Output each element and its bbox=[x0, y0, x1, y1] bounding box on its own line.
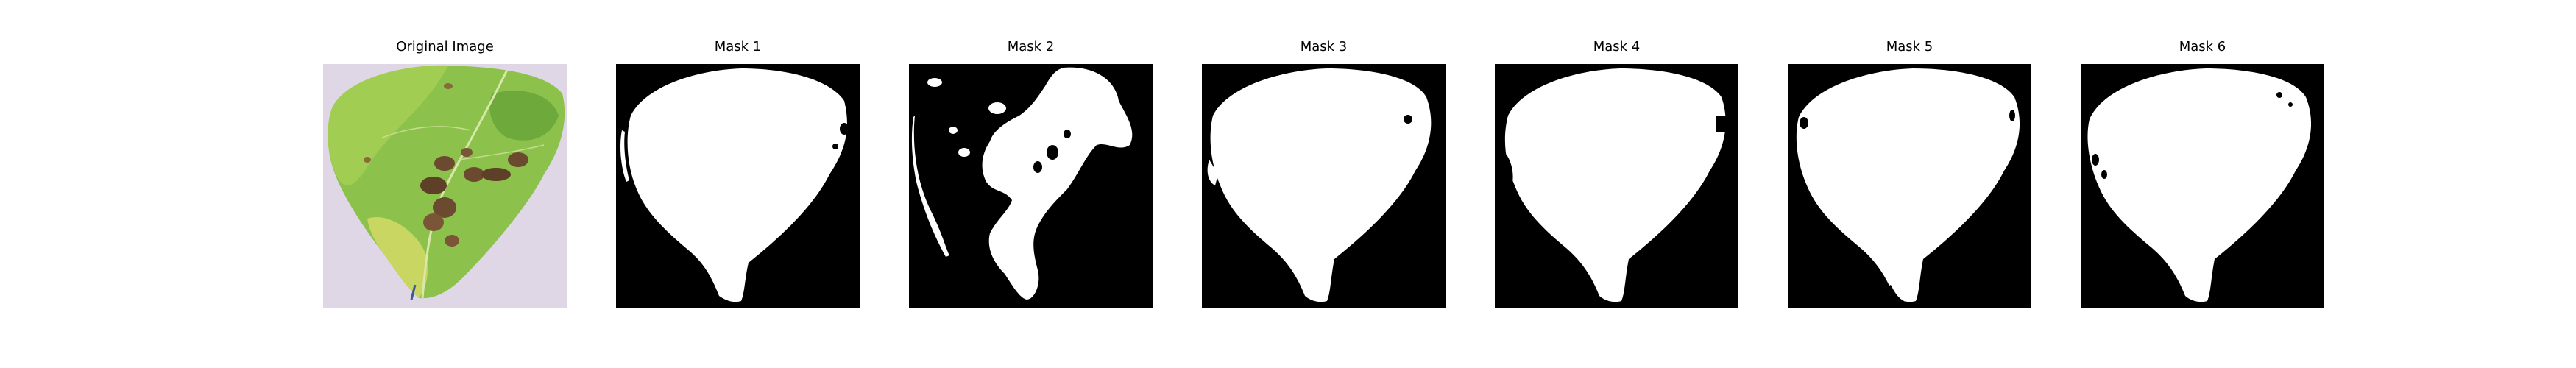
panel-title: Mask 6 bbox=[2179, 39, 2226, 54]
panel-mask-5: Mask 5 bbox=[1788, 37, 2031, 324]
mask-6-image bbox=[2081, 64, 2324, 308]
panel-mask-2: Mask 2 bbox=[909, 37, 1153, 324]
panel-mask-1: Mask 1 bbox=[616, 37, 860, 324]
panel-original-image: Original Image bbox=[323, 37, 567, 324]
panel-mask-4: Mask 4 bbox=[1495, 37, 1738, 324]
original-leaf-image bbox=[323, 64, 567, 308]
mask-4-image bbox=[1495, 64, 1738, 308]
panel-title: Mask 1 bbox=[714, 39, 762, 54]
panel-title: Mask 4 bbox=[1593, 39, 1641, 54]
panel-mask-6: Mask 6 bbox=[2081, 37, 2324, 324]
mask-5-image bbox=[1788, 64, 2031, 308]
panel-title: Original Image bbox=[396, 39, 494, 54]
panel-title: Mask 3 bbox=[1300, 39, 1348, 54]
mask-2-image bbox=[909, 64, 1153, 308]
mask-1-image bbox=[616, 64, 860, 308]
panel-title: Mask 5 bbox=[1886, 39, 1933, 54]
mask-3-image bbox=[1202, 64, 1446, 308]
panel-mask-3: Mask 3 bbox=[1202, 37, 1446, 324]
panel-title: Mask 2 bbox=[1007, 39, 1055, 54]
